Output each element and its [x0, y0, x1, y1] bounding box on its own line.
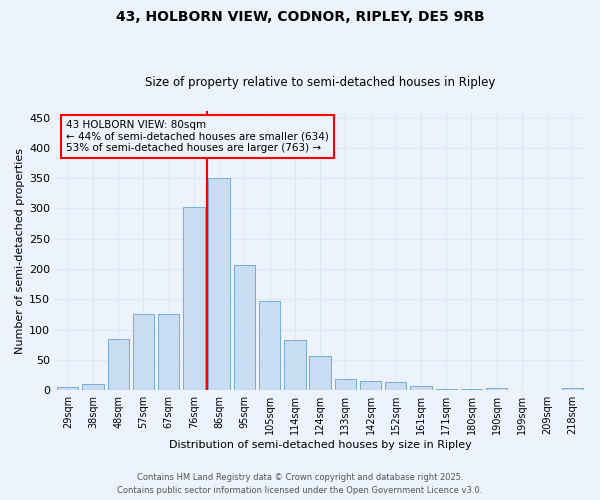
Title: Size of property relative to semi-detached houses in Ripley: Size of property relative to semi-detach… — [145, 76, 495, 90]
Bar — [208, 178, 230, 390]
Bar — [158, 314, 179, 390]
Text: Contains HM Land Registry data © Crown copyright and database right 2025.
Contai: Contains HM Land Registry data © Crown c… — [118, 474, 482, 495]
Bar — [461, 389, 482, 390]
Text: 43 HOLBORN VIEW: 80sqm
← 44% of semi-detached houses are smaller (634)
53% of se: 43 HOLBORN VIEW: 80sqm ← 44% of semi-det… — [66, 120, 329, 153]
Bar — [133, 314, 154, 390]
Bar — [310, 356, 331, 390]
Bar — [335, 380, 356, 390]
Y-axis label: Number of semi-detached properties: Number of semi-detached properties — [15, 148, 25, 354]
X-axis label: Distribution of semi-detached houses by size in Ripley: Distribution of semi-detached houses by … — [169, 440, 472, 450]
Bar — [360, 381, 381, 390]
Bar — [284, 340, 305, 390]
Bar — [233, 265, 255, 390]
Bar — [57, 387, 79, 390]
Bar — [410, 386, 432, 390]
Bar — [183, 206, 205, 390]
Text: 43, HOLBORN VIEW, CODNOR, RIPLEY, DE5 9RB: 43, HOLBORN VIEW, CODNOR, RIPLEY, DE5 9R… — [116, 10, 484, 24]
Bar — [107, 338, 129, 390]
Bar — [562, 388, 583, 390]
Bar — [486, 388, 508, 390]
Bar — [82, 384, 104, 390]
Bar — [259, 301, 280, 390]
Bar — [385, 382, 406, 390]
Bar — [436, 389, 457, 390]
